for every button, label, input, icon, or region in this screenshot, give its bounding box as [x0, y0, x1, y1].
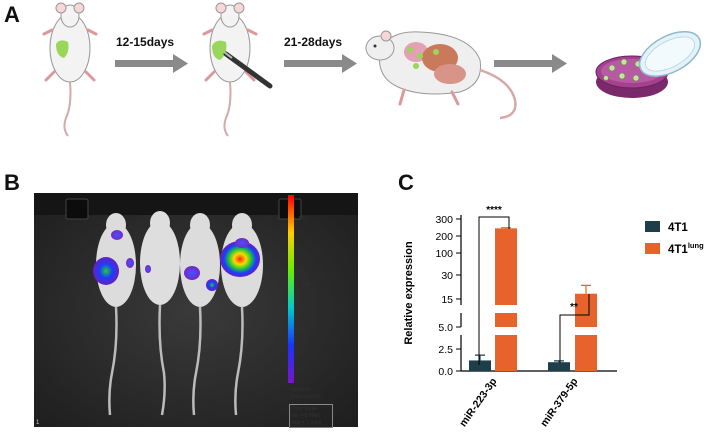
mouse-4-image — [220, 213, 263, 416]
color-scale-max: Max = 1.69e8 — [291, 420, 322, 426]
error-bar-mir223-4t1 — [475, 354, 485, 361]
mouse-2-image — [140, 211, 180, 416]
arrow-2 — [284, 54, 357, 73]
y-tick-0: 0.0 — [438, 366, 453, 378]
significance-mir223: **** — [486, 205, 502, 216]
bar-mir223-4t1 — [469, 360, 491, 371]
petri-dish-icon — [595, 31, 702, 98]
mouse-resection-icon — [202, 2, 273, 137]
error-bar-mir379-4t1lung — [581, 284, 591, 294]
colorbar-tick-mid: 1.0 — [298, 271, 305, 277]
panel-a-label: A — [4, 2, 20, 27]
significance-bracket-mir379 — [559, 294, 590, 363]
color-scale-min: Min = 5.00e6 — [291, 413, 321, 419]
y-tick-30: 30 — [441, 270, 453, 282]
radiance-label: Radiance — [290, 387, 312, 393]
radiance-units: (p/sec/cm²/sr) — [290, 394, 321, 400]
step-2-label: 21-28days — [284, 35, 343, 49]
color-scale-title: Color Scale — [291, 406, 317, 412]
legend-swatch-4t1 — [645, 221, 660, 232]
mouse-injection-icon — [42, 2, 98, 137]
colorbar: 1.5 1.0 0.5 ×10⁸ — [288, 195, 312, 383]
y-tick-300: 300 — [435, 214, 453, 226]
image-index: 1 — [36, 420, 40, 426]
bar-mir223-4t1lung — [495, 228, 517, 371]
color-scale-box: Color Scale Min = 5.00e6 Max = 1.69e8 — [289, 404, 333, 428]
y-tick-2-5: 2.5 — [438, 344, 453, 356]
legend-label-4t1: 4T1 — [668, 222, 688, 234]
bioluminescence-image: 1 — [34, 193, 358, 427]
significance-bracket-mir223 — [478, 216, 510, 365]
y-axis-label: Relative expression — [403, 241, 415, 345]
legend-swatch-4t1lung — [645, 243, 660, 254]
colorbar-exponent: ×10⁸ — [302, 281, 312, 286]
error-bar-mir379-4t1 — [554, 360, 564, 363]
y-tick-100: 100 — [435, 248, 453, 260]
colorbar-tick-high: 1.5 — [298, 216, 305, 222]
mouse-3-image — [180, 213, 220, 416]
workflow-diagram — [42, 2, 702, 137]
arrow-1 — [115, 54, 188, 73]
mouse-dissection-icon — [365, 30, 517, 120]
expression-bar-chart: 300 200 100 30 15 5.0 2.5 0.0 Relative e… — [403, 205, 704, 429]
colorbar-tick-low: 0.5 — [298, 326, 305, 332]
category-label-mir223: miR-223-3p — [457, 376, 499, 429]
y-tick-5: 5.0 — [438, 322, 453, 334]
significance-mir379: ** — [570, 302, 578, 313]
mouse-1-image — [93, 213, 136, 416]
bar-mir379-4t1 — [548, 362, 570, 371]
panel-b-label: B — [4, 170, 20, 195]
arrow-3 — [494, 54, 567, 73]
step-1-label: 12-15days — [116, 35, 175, 49]
category-label-mir379: miR-379-5p — [538, 376, 580, 429]
panel-c-label: C — [398, 170, 414, 195]
y-tick-15: 15 — [441, 294, 453, 306]
legend-label-4t1lung: 4T1lung — [668, 241, 704, 256]
y-tick-200: 200 — [435, 231, 453, 243]
